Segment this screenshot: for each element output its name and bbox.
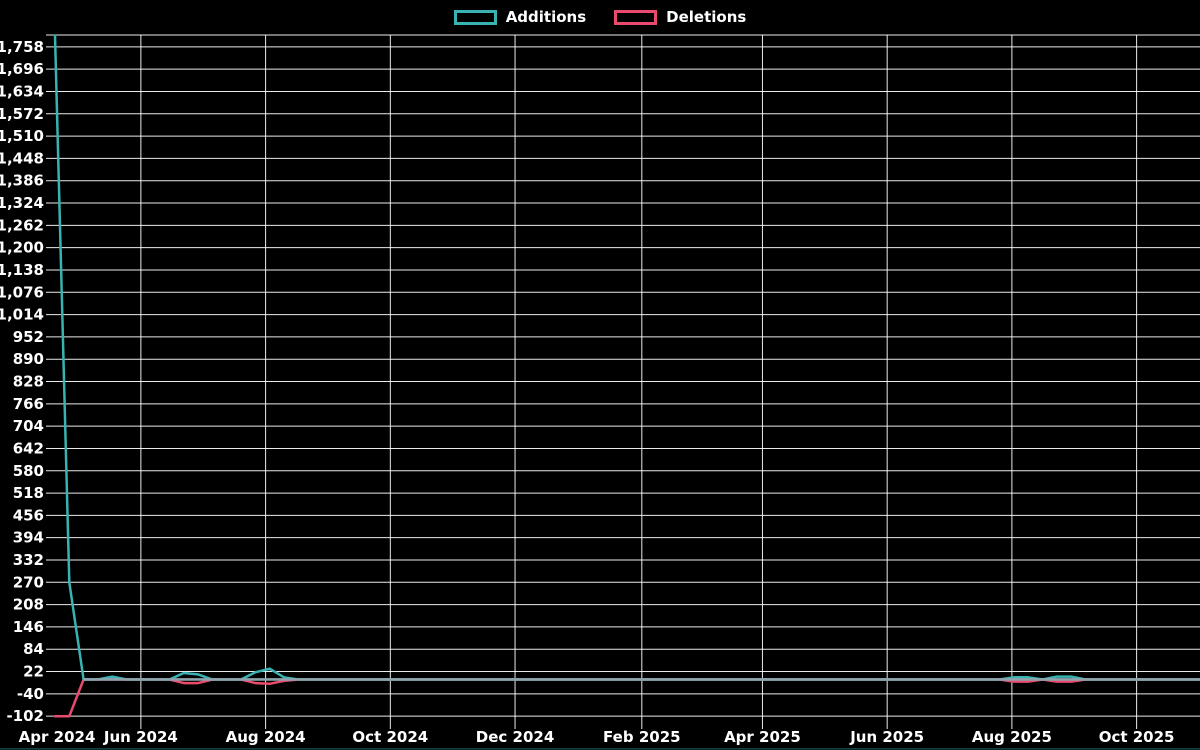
legend-label-deletions: Deletions xyxy=(666,8,747,26)
x-tick-label: Apr 2024 xyxy=(19,728,96,746)
y-tick-label: 518 xyxy=(13,484,44,502)
deletions-swatch-icon xyxy=(614,9,658,25)
additions-line xyxy=(53,34,1200,681)
y-tick-label: 952 xyxy=(13,328,44,346)
chart-legend: Additions Deletions xyxy=(0,6,1200,28)
y-tick-label: 1,014 xyxy=(0,306,44,324)
y-tick-label: 1,386 xyxy=(0,172,44,190)
y-tick-label: 270 xyxy=(13,573,44,591)
x-tick-label: Oct 2025 xyxy=(1099,728,1175,746)
y-tick-label: 890 xyxy=(13,350,44,368)
y-tick-label: 22 xyxy=(23,663,44,681)
additions-swatch-icon xyxy=(453,9,497,25)
y-tick-label: 1,634 xyxy=(0,82,44,100)
y-tick-label: 208 xyxy=(13,596,44,614)
y-tick-label: 332 xyxy=(13,551,44,569)
y-tick-label: 828 xyxy=(13,373,44,391)
y-tick-label: 642 xyxy=(13,439,44,457)
y-tick-label: 146 xyxy=(13,618,44,636)
y-tick-label: 704 xyxy=(13,417,44,435)
y-tick-label: 1,138 xyxy=(0,261,44,279)
y-tick-label: 394 xyxy=(13,529,44,547)
x-tick-label: Jun 2025 xyxy=(849,728,924,746)
y-tick-label: 1,758 xyxy=(0,38,44,56)
y-tick-label: 1,448 xyxy=(0,149,44,167)
y-tick-label: 456 xyxy=(13,506,44,524)
x-tick-label: Feb 2025 xyxy=(603,728,681,746)
y-tick-label: 580 xyxy=(13,462,44,480)
x-tick-label: Aug 2025 xyxy=(972,728,1052,746)
y-tick-label: 1,076 xyxy=(0,283,44,301)
x-tick-label: Apr 2025 xyxy=(724,728,801,746)
y-tick-label: 84 xyxy=(23,640,44,658)
y-tick-label: 1,262 xyxy=(0,216,44,234)
legend-item-additions[interactable]: Additions xyxy=(453,8,587,26)
legend-item-deletions[interactable]: Deletions xyxy=(614,8,746,26)
y-tick-label: 766 xyxy=(13,395,44,413)
y-tick-label: 1,324 xyxy=(0,194,44,212)
x-tick-label: Aug 2024 xyxy=(226,728,306,746)
y-tick-label: 1,696 xyxy=(0,60,44,78)
y-tick-label: 1,510 xyxy=(0,127,44,145)
x-tick-label: Dec 2024 xyxy=(476,728,555,746)
y-tick-label: 1,572 xyxy=(0,105,44,123)
y-tick-label: -40 xyxy=(17,685,44,703)
deletions-line xyxy=(53,678,1200,718)
y-tick-label: -102 xyxy=(6,707,44,725)
x-tick-label: Jun 2024 xyxy=(103,728,178,746)
legend-label-additions: Additions xyxy=(505,8,587,26)
y-tick-label: 1,200 xyxy=(0,239,44,257)
x-tick-label: Oct 2024 xyxy=(352,728,428,746)
